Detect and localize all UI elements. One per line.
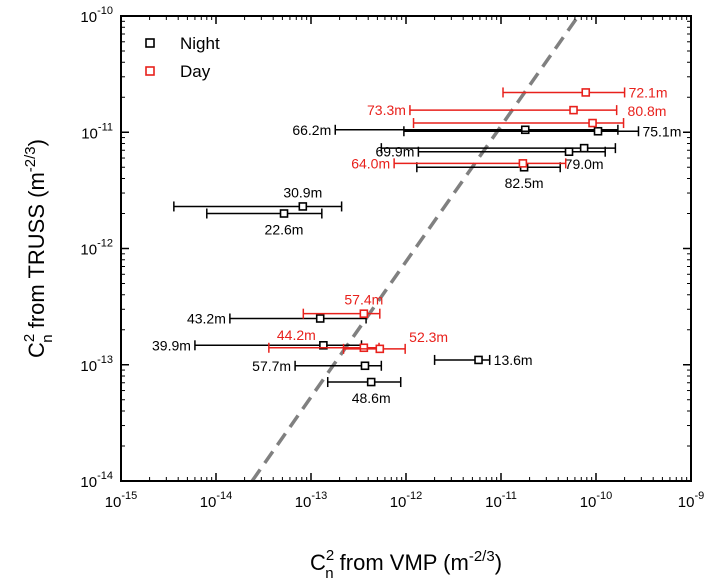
data-point: [579, 143, 589, 153]
data-point: [360, 361, 370, 371]
data-point: [518, 159, 528, 168]
series-day: 72.1m 73.3m 80.8m 64.0m 57.4m 44.2m 52.3m: [268, 84, 668, 354]
y-tick-base: 10: [81, 125, 98, 142]
point-label: 72.1m: [629, 84, 668, 100]
x-tick-base: 10: [678, 494, 695, 511]
point-label: 52.3m: [409, 329, 448, 345]
legend-label: Night: [180, 34, 220, 53]
y-tick-exp: -11: [98, 121, 113, 133]
x-tick-exp: -9: [694, 490, 704, 502]
y-tick-label: 10-13: [80, 354, 113, 375]
point-label: 75.1m: [642, 123, 681, 139]
point-label: 79.0m: [565, 156, 604, 172]
point-label: 30.9m: [283, 184, 322, 200]
y-tick-exp: -14: [97, 470, 113, 482]
point-label: 82.5m: [505, 175, 544, 191]
x-tick-base: 10: [390, 494, 407, 511]
x-tick-exp: -15: [121, 490, 137, 502]
plot-frame: [120, 15, 692, 482]
x-tick-base: 10: [485, 494, 502, 511]
point-label: 80.8m: [628, 103, 667, 119]
point-label: 66.2m: [292, 122, 331, 138]
data-point: [588, 118, 597, 128]
y-tick-exp: -13: [97, 354, 113, 366]
legend-label: Day: [180, 62, 211, 81]
data-point: [298, 202, 308, 211]
x-tick-label: 10-9: [678, 490, 704, 511]
x-tick-exp: -13: [311, 490, 327, 502]
data-point: [359, 309, 369, 318]
point-label: 64.0m: [351, 155, 390, 171]
data-point: [359, 343, 369, 353]
y-axis-title: C2n from TRUSS (m-2/3): [21, 139, 56, 358]
y-tick-exp: -10: [97, 5, 113, 17]
x-tick-label: 10-11: [485, 490, 517, 511]
point-label: 48.6m: [352, 390, 391, 406]
point-label: 43.2m: [187, 310, 226, 326]
x-tick-base: 10: [295, 494, 312, 511]
y-tick-label: 10-12: [80, 238, 113, 259]
x-tick-exp: -11: [502, 490, 517, 502]
point-label: 39.9m: [152, 337, 191, 353]
data-point: [279, 209, 289, 218]
x-axis-title: C2 n from VMP (m-2/3): [310, 547, 502, 582]
y-tick-base: 10: [80, 474, 97, 491]
data-point: [375, 344, 385, 354]
point-label: 44.2m: [277, 327, 316, 343]
x-tick-label: 10-12: [390, 490, 423, 511]
legend-marker: [145, 66, 155, 76]
y-tick-exp: -12: [97, 238, 113, 250]
x-tick-label: 10-14: [200, 490, 233, 511]
data-point: [569, 105, 578, 115]
x-tick-exp: -14: [216, 490, 232, 502]
point-label: 57.4m: [344, 292, 383, 308]
data-point: [319, 340, 328, 350]
x-tick-base: 10: [580, 494, 597, 511]
x-tick-exp: -10: [596, 490, 612, 502]
data-point: [564, 147, 574, 157]
x-tick-label: 10-13: [295, 490, 328, 511]
point-label: 57.7m: [252, 358, 291, 374]
data-point: [581, 88, 591, 97]
reference-line-layer: [250, 14, 580, 483]
point-label: 22.6m: [265, 222, 304, 238]
y-tick-label: 10-14: [80, 470, 113, 491]
x-tick-base: 10: [200, 494, 217, 511]
point-label: 13.6m: [494, 352, 533, 368]
y-tick-label: 10-11: [81, 121, 113, 142]
x-tick-exp: -12: [406, 490, 422, 502]
data-point: [593, 126, 603, 136]
data-point: [315, 314, 325, 323]
x-tick-label: 10-10: [580, 490, 613, 511]
series-night: 66.2m 75.1m69.9m79.0m82.5m30.9m22.6m43.2m…: [152, 122, 681, 406]
data-point: [520, 125, 530, 135]
x-tick-base: 10: [105, 494, 122, 511]
legend: Night Day: [145, 34, 220, 81]
legend-marker: [145, 38, 155, 48]
data-point: [474, 355, 483, 365]
y-tick-base: 10: [80, 242, 97, 259]
y-tick-base: 10: [80, 358, 97, 375]
y-tick-base: 10: [80, 9, 97, 26]
axes: 10-15 10-14 10-13 10-12 10-11 10-10 10-910-141…: [21, 5, 704, 582]
one-to-one-reference-line: [250, 14, 580, 483]
y-tick-label: 10-10: [80, 5, 113, 26]
point-label: 73.3m: [367, 102, 406, 118]
data-layer: 66.2m 75.1m69.9m79.0m82.5m30.9m22.6m43.2m…: [152, 84, 681, 406]
data-point: [366, 377, 376, 387]
x-tick-label: 10-15: [105, 490, 138, 511]
